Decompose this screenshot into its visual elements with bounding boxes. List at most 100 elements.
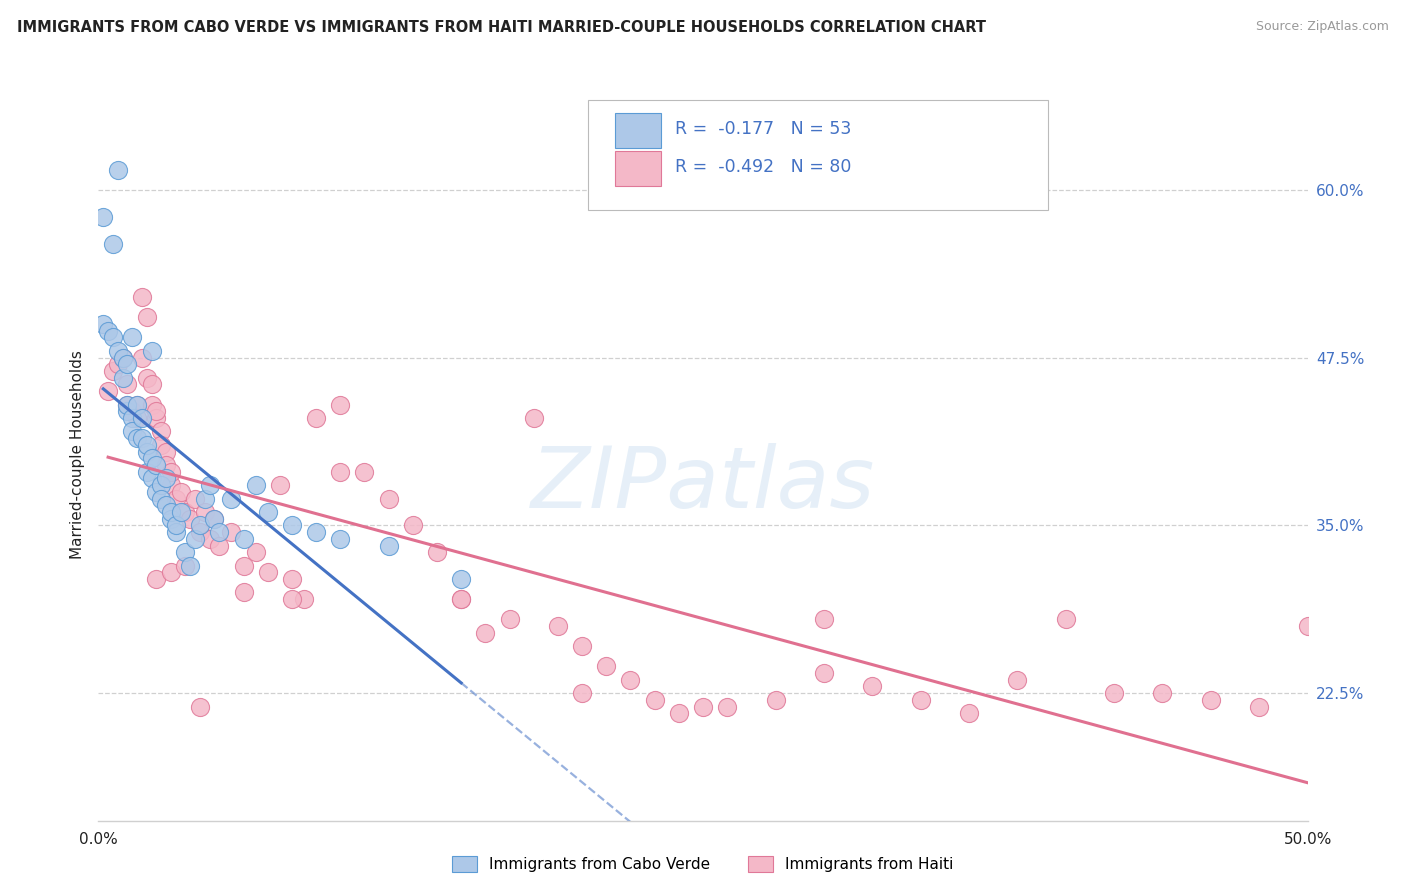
Point <box>860 680 883 694</box>
Point <box>194 505 217 519</box>
Point <box>474 625 496 640</box>
Point <box>547 619 569 633</box>
Point <box>208 525 231 540</box>
Point <box>107 162 129 177</box>
Point <box>117 404 139 418</box>
Point <box>1199 693 1222 707</box>
Point <box>150 478 173 492</box>
Point <box>595 659 617 673</box>
Point <box>141 343 163 358</box>
Point <box>377 491 399 506</box>
Point <box>141 471 163 485</box>
Point <box>117 398 139 412</box>
Point <box>644 693 666 707</box>
Y-axis label: Married-couple Households: Married-couple Households <box>69 351 84 559</box>
Point <box>179 511 201 525</box>
Point <box>198 478 221 492</box>
Point <box>245 545 267 559</box>
Legend: Immigrants from Cabo Verde, Immigrants from Haiti: Immigrants from Cabo Verde, Immigrants f… <box>444 848 962 880</box>
Point <box>281 518 304 533</box>
Point <box>221 491 243 506</box>
Point <box>141 451 163 466</box>
Point <box>160 465 183 479</box>
Point <box>91 210 114 224</box>
Point <box>813 612 835 626</box>
Point <box>121 404 143 418</box>
Point <box>174 505 197 519</box>
Text: R =  -0.177   N = 53: R = -0.177 N = 53 <box>675 120 852 138</box>
Point <box>127 431 149 445</box>
Point <box>184 532 207 546</box>
Point <box>131 290 153 304</box>
Point <box>160 478 183 492</box>
Point <box>121 330 143 344</box>
Point <box>1152 686 1174 700</box>
Point <box>135 444 157 458</box>
Point <box>402 518 425 533</box>
Point <box>160 505 183 519</box>
Point <box>692 699 714 714</box>
Point <box>198 532 221 546</box>
Point <box>232 585 254 599</box>
Point <box>716 699 738 714</box>
Point <box>160 566 183 580</box>
Point <box>111 351 134 365</box>
Point <box>165 518 187 533</box>
Point <box>292 592 315 607</box>
Point <box>131 351 153 365</box>
Point <box>232 532 254 546</box>
Point <box>150 425 173 439</box>
FancyBboxPatch shape <box>588 100 1047 210</box>
Point <box>1007 673 1029 687</box>
Point <box>155 471 177 485</box>
Point <box>141 398 163 412</box>
Point <box>188 699 211 714</box>
Text: R =  -0.492   N = 80: R = -0.492 N = 80 <box>675 159 852 177</box>
Point <box>305 525 328 540</box>
Point <box>910 693 932 707</box>
Point <box>107 357 129 371</box>
Point <box>131 431 153 445</box>
Point <box>141 377 163 392</box>
Point <box>204 511 226 525</box>
Point <box>107 343 129 358</box>
Point <box>135 370 157 384</box>
Point <box>121 411 143 425</box>
Point <box>91 317 114 331</box>
Point <box>135 465 157 479</box>
Point <box>571 686 593 700</box>
Point <box>245 478 267 492</box>
Point <box>329 465 352 479</box>
Text: IMMIGRANTS FROM CABO VERDE VS IMMIGRANTS FROM HAITI MARRIED-COUPLE HOUSEHOLDS CO: IMMIGRANTS FROM CABO VERDE VS IMMIGRANTS… <box>17 20 986 35</box>
Point <box>127 398 149 412</box>
Point <box>165 491 187 506</box>
Point <box>184 491 207 506</box>
Point <box>150 438 173 452</box>
Point <box>194 491 217 506</box>
Point <box>135 438 157 452</box>
Point <box>256 566 278 580</box>
Text: ZIPatlas: ZIPatlas <box>531 442 875 525</box>
Point <box>1102 686 1125 700</box>
Point <box>97 384 120 399</box>
Point <box>145 404 167 418</box>
Point <box>135 310 157 325</box>
Point <box>97 324 120 338</box>
Point <box>179 558 201 573</box>
Point <box>155 498 177 512</box>
Point <box>145 572 167 586</box>
Point <box>101 364 124 378</box>
Point <box>204 511 226 525</box>
Point <box>111 370 134 384</box>
Point <box>377 539 399 553</box>
Point <box>174 545 197 559</box>
Point <box>329 532 352 546</box>
Point <box>523 411 546 425</box>
Point <box>101 236 124 251</box>
Point <box>1296 619 1319 633</box>
Point <box>174 558 197 573</box>
Point <box>101 330 124 344</box>
Point <box>269 478 291 492</box>
Point <box>131 411 153 425</box>
Point <box>169 484 191 499</box>
